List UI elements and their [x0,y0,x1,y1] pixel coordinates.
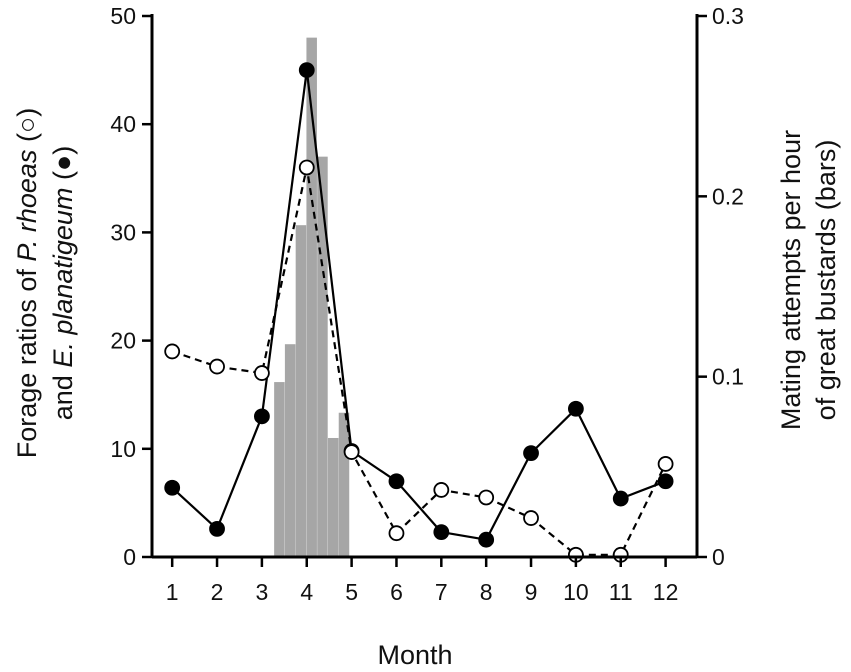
e-planatigeum-point-11 [612,490,629,507]
right-y-axis-title-line2: of great bustards (bars) [811,140,841,421]
p-rhoeas-point-3 [253,365,270,381]
left-y-title-part-2: and [48,368,78,421]
axes-layer [150,14,699,559]
e-planatigeum-point-3 [253,408,270,425]
left-y-axis-title-line1: Forage ratios of P. rhoeas (○) [12,108,42,458]
left-y-tick-label-40: 40 [110,111,136,137]
p-rhoeas-point-9 [523,510,539,526]
left-y-tick-label-0: 0 [123,544,136,570]
x-tick-label-10: 10 [563,579,589,605]
e-planatigeum-line [171,68,666,541]
x-tick-label-1: 1 [166,579,179,605]
right-y-tick-label-0.3: 0.3 [712,3,744,29]
e-planatigeum-point-12 [657,473,674,490]
right-y-tick-label-0.2: 0.2 [712,183,744,209]
p-rhoeas-point-7 [433,482,450,498]
p-rhoeas-point-6 [388,525,405,542]
right-y-tick-label-0: 0 [712,544,725,570]
bar-5 [317,156,328,557]
x-tick-label-11: 11 [609,579,633,605]
p-rhoeas-point-2 [209,358,225,375]
e-planatigeum-point-8 [478,531,495,548]
e-planatigeum-point-4 [298,62,315,78]
p-rhoeas-point-5 [343,444,360,460]
bar-1 [274,382,285,557]
p-rhoeas-point-4 [298,159,315,176]
bar-7 [338,412,350,557]
p-rhoeas-line [171,166,667,556]
p-rhoeas-point-8 [478,489,495,506]
markers-layer [164,62,674,563]
left-y-title-marker-1: (○) [12,108,42,150]
e-planatigeum-point-9 [523,445,539,462]
x-tick-label-4: 4 [300,579,313,605]
bar-4 [306,37,317,557]
x-tick-label-6: 6 [390,579,403,605]
left-y-tick-label-20: 20 [110,328,136,354]
left-y-title-part-1: Forage ratios of [12,262,42,459]
left-y-title-species-1: P. rhoeas [12,150,42,262]
left-y-tick-label-30: 30 [110,219,136,245]
lines-layer [171,68,667,556]
e-planatigeum-point-7 [433,524,450,541]
right-y-tick-label-0.1: 0.1 [712,364,744,390]
bar-3 [295,225,307,558]
left-y-axis-title-line2: and E. planatigeum (●) [48,146,78,420]
e-planatigeum-point-6 [388,473,405,490]
x-tick-label-2: 2 [211,579,224,605]
left-y-title-species-2: E. planatigeum [48,188,78,368]
right-y-axis-title-line1: Mating attempts per hour [776,130,806,430]
x-tick-label-7: 7 [435,579,448,605]
e-planatigeum-point-2 [209,520,225,537]
x-tick-label-9: 9 [525,579,538,605]
bar-6 [327,437,339,557]
e-planatigeum-point-1 [164,479,181,496]
p-rhoeas-point-1 [164,343,181,360]
bars-layer [274,37,350,558]
bar-2 [284,344,296,557]
x-tick-label-3: 3 [255,579,268,605]
left-y-title-marker-2: (●) [48,146,78,188]
x-tick-label-12: 12 [653,579,679,605]
left-y-tick-label-50: 50 [110,3,136,29]
e-planatigeum-point-10 [567,400,584,417]
x-axis-title: Month [377,640,452,670]
left-y-tick-label-10: 10 [110,436,136,462]
x-tick-label-8: 8 [480,579,493,605]
p-rhoeas-point-12 [657,456,674,472]
x-tick-label-5: 5 [345,579,358,605]
